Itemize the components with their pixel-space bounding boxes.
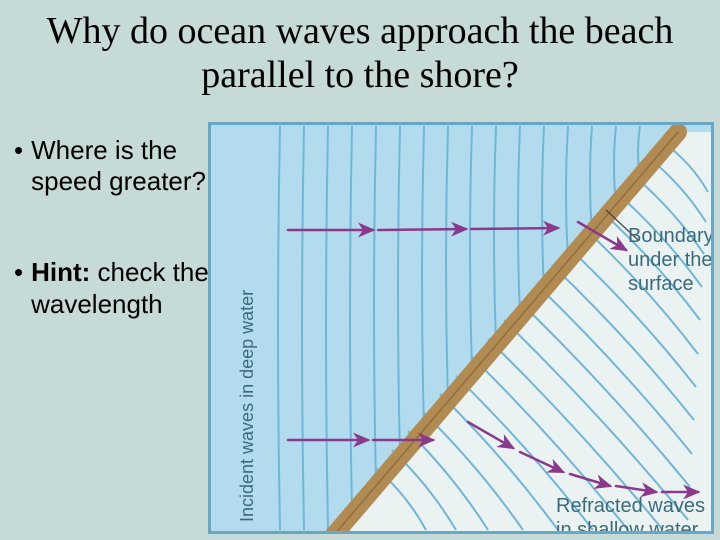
bullet-list: • Where is the speed greater? • Hint: ch… (10, 135, 210, 380)
bullet-item: • Where is the speed greater? (10, 135, 210, 197)
bullet-text: Hint: check the wavelength (31, 257, 210, 319)
page-title: Why do ocean waves approach the beach pa… (0, 10, 720, 97)
bullet-item: • Hint: check the wavelength (10, 257, 210, 319)
bullet-dot-icon: • (14, 135, 23, 166)
slide: Why do ocean waves approach the beach pa… (0, 0, 720, 540)
svg-text:under the: under the (628, 249, 713, 271)
svg-text:surface: surface (628, 273, 694, 295)
svg-text:Refracted waves: Refracted waves (556, 495, 705, 517)
bullet-text: Where is the speed greater? (31, 135, 210, 197)
bullet-dot-icon: • (14, 257, 23, 288)
bullet-prefix: Hint: (31, 257, 97, 287)
svg-text:Boundary: Boundary (628, 225, 714, 247)
svg-text:Incident waves in deep water: Incident waves in deep water (237, 290, 257, 522)
wave-refraction-diagram: Incident waves in deep water Boundaryunde… (208, 122, 714, 534)
